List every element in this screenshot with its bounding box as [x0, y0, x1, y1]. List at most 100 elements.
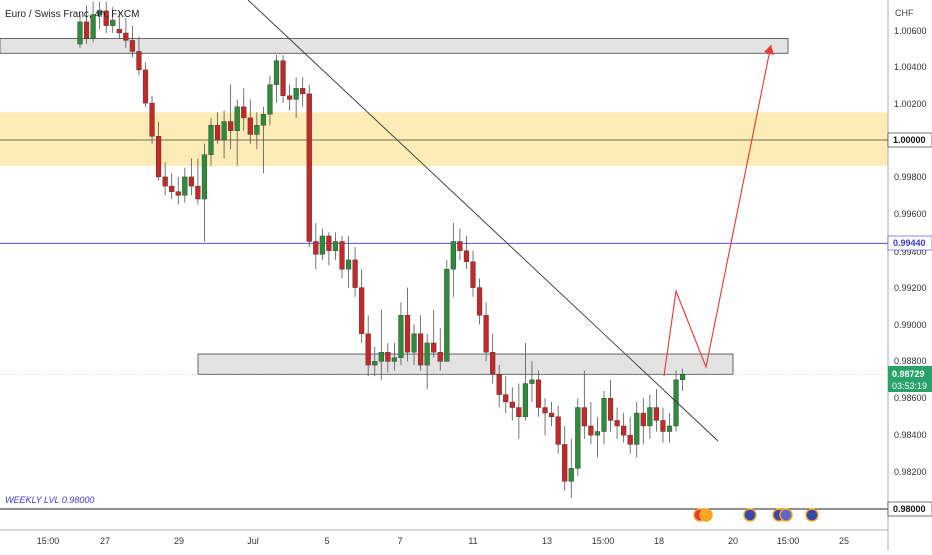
candle-body [372, 361, 378, 366]
candle-body [175, 191, 181, 196]
countdown-text: 03:53:19 [892, 381, 927, 391]
current-price-box [888, 366, 932, 392]
candle-body [169, 185, 175, 192]
candle-body [345, 259, 352, 270]
candle-body [267, 84, 273, 115]
candle-body [162, 176, 168, 187]
time-tick-label: 13 [542, 536, 552, 546]
candle-body [90, 14, 96, 39]
candle-body [300, 88, 306, 95]
candle-body [116, 29, 122, 34]
candle-body [621, 425, 627, 436]
event-icon [805, 508, 819, 522]
symbol-title: Euro / Swiss Franc, 4h, FXCM [5, 9, 139, 20]
level-2-label-box [887, 235, 932, 251]
candle-body [280, 60, 286, 96]
time-tick-label: Jul [247, 536, 259, 546]
candle-body [562, 444, 568, 482]
price-tick-label: 0.98600 [894, 393, 927, 403]
text-layer: Euro / Swiss Franc, 4h, FXCM WEEKLY LVL … [5, 9, 139, 505]
level-1-label-box [887, 132, 932, 148]
candle-body [332, 241, 339, 251]
time-tick-label: 20 [728, 536, 738, 546]
candle-body [319, 235, 325, 255]
candle-body [424, 342, 430, 366]
price-tick-label: 1.00200 [894, 99, 927, 109]
drawings-layer [247, 0, 774, 442]
candle-body [476, 287, 483, 316]
candle-body [509, 401, 515, 408]
candle-body [359, 287, 365, 334]
candle-body [352, 259, 358, 288]
candle-body [313, 241, 319, 255]
projection-arrowhead [764, 45, 774, 55]
candle-body [129, 40, 136, 52]
time-tick-label: 7 [397, 536, 402, 546]
candle-body [83, 21, 90, 39]
candle-body [273, 60, 280, 85]
level-1-label-text: 1.00000 [893, 135, 926, 145]
candle-body [254, 125, 260, 135]
candle-body [575, 407, 581, 469]
candle-body [149, 102, 155, 137]
candle-body [182, 176, 188, 196]
event-icon [743, 508, 757, 522]
candle-body [470, 261, 476, 288]
time-axis: 15:00 27 29 Jul 5 7 11 13 15:00 18 20 15:00 25 [0, 508, 888, 546]
currency-label: CHF [895, 8, 914, 18]
candle-body [208, 125, 214, 155]
candle-body [450, 241, 456, 270]
candle-body [306, 93, 312, 242]
candle-body [234, 106, 240, 131]
supply-zone [0, 112, 888, 166]
price-tick-label: 0.98800 [894, 356, 927, 366]
time-tick-label: 5 [324, 536, 329, 546]
zones-layer [0, 38, 888, 375]
candle-body [496, 374, 502, 395]
time-tick-label: 25 [839, 536, 849, 546]
candle-body [214, 125, 221, 141]
candle-body [110, 19, 116, 26]
candle-body [588, 425, 594, 436]
weekly-level-label: WEEKLY LVL 0.98000 [5, 495, 94, 505]
candle-body [260, 113, 267, 126]
candle-body [581, 407, 587, 427]
event-icon [779, 508, 793, 522]
level-3-label-box [887, 501, 932, 517]
candle-body [188, 176, 194, 187]
candle-body [503, 394, 509, 403]
candle-body [529, 379, 535, 384]
candle-body [594, 431, 601, 436]
candle-body [549, 412, 555, 417]
candle-body [522, 383, 529, 417]
candle-body [136, 51, 142, 71]
time-tick-label: 27 [100, 536, 110, 546]
candle-body [142, 69, 149, 104]
candle-body [666, 425, 673, 432]
candle-body [365, 333, 371, 366]
candle-body [483, 315, 489, 353]
levels-layer [0, 139, 888, 510]
trendline [247, 0, 719, 442]
price-axis: CHF 1.00600 1.00400 1.00200 0.99800 0.99600 0.… [887, 0, 932, 550]
candle-body [404, 315, 411, 353]
projection-path [663, 44, 772, 377]
candle-body [568, 468, 574, 482]
price-tick-label: 1.00600 [894, 26, 927, 36]
candle-body [123, 32, 129, 41]
candle-body [516, 407, 522, 417]
candles-layer [77, 1, 686, 498]
price-tick-label: 0.99400 [894, 247, 927, 257]
resistance-box [0, 38, 789, 54]
candle-body [457, 241, 463, 251]
candle-body [431, 342, 437, 353]
candle-body [418, 333, 424, 366]
support-box [197, 353, 734, 375]
level-3-label-text: 0.98000 [893, 504, 926, 514]
candle-body [77, 21, 83, 45]
candle-body [634, 412, 640, 445]
candle-body [339, 241, 345, 270]
candle-body [640, 412, 646, 427]
